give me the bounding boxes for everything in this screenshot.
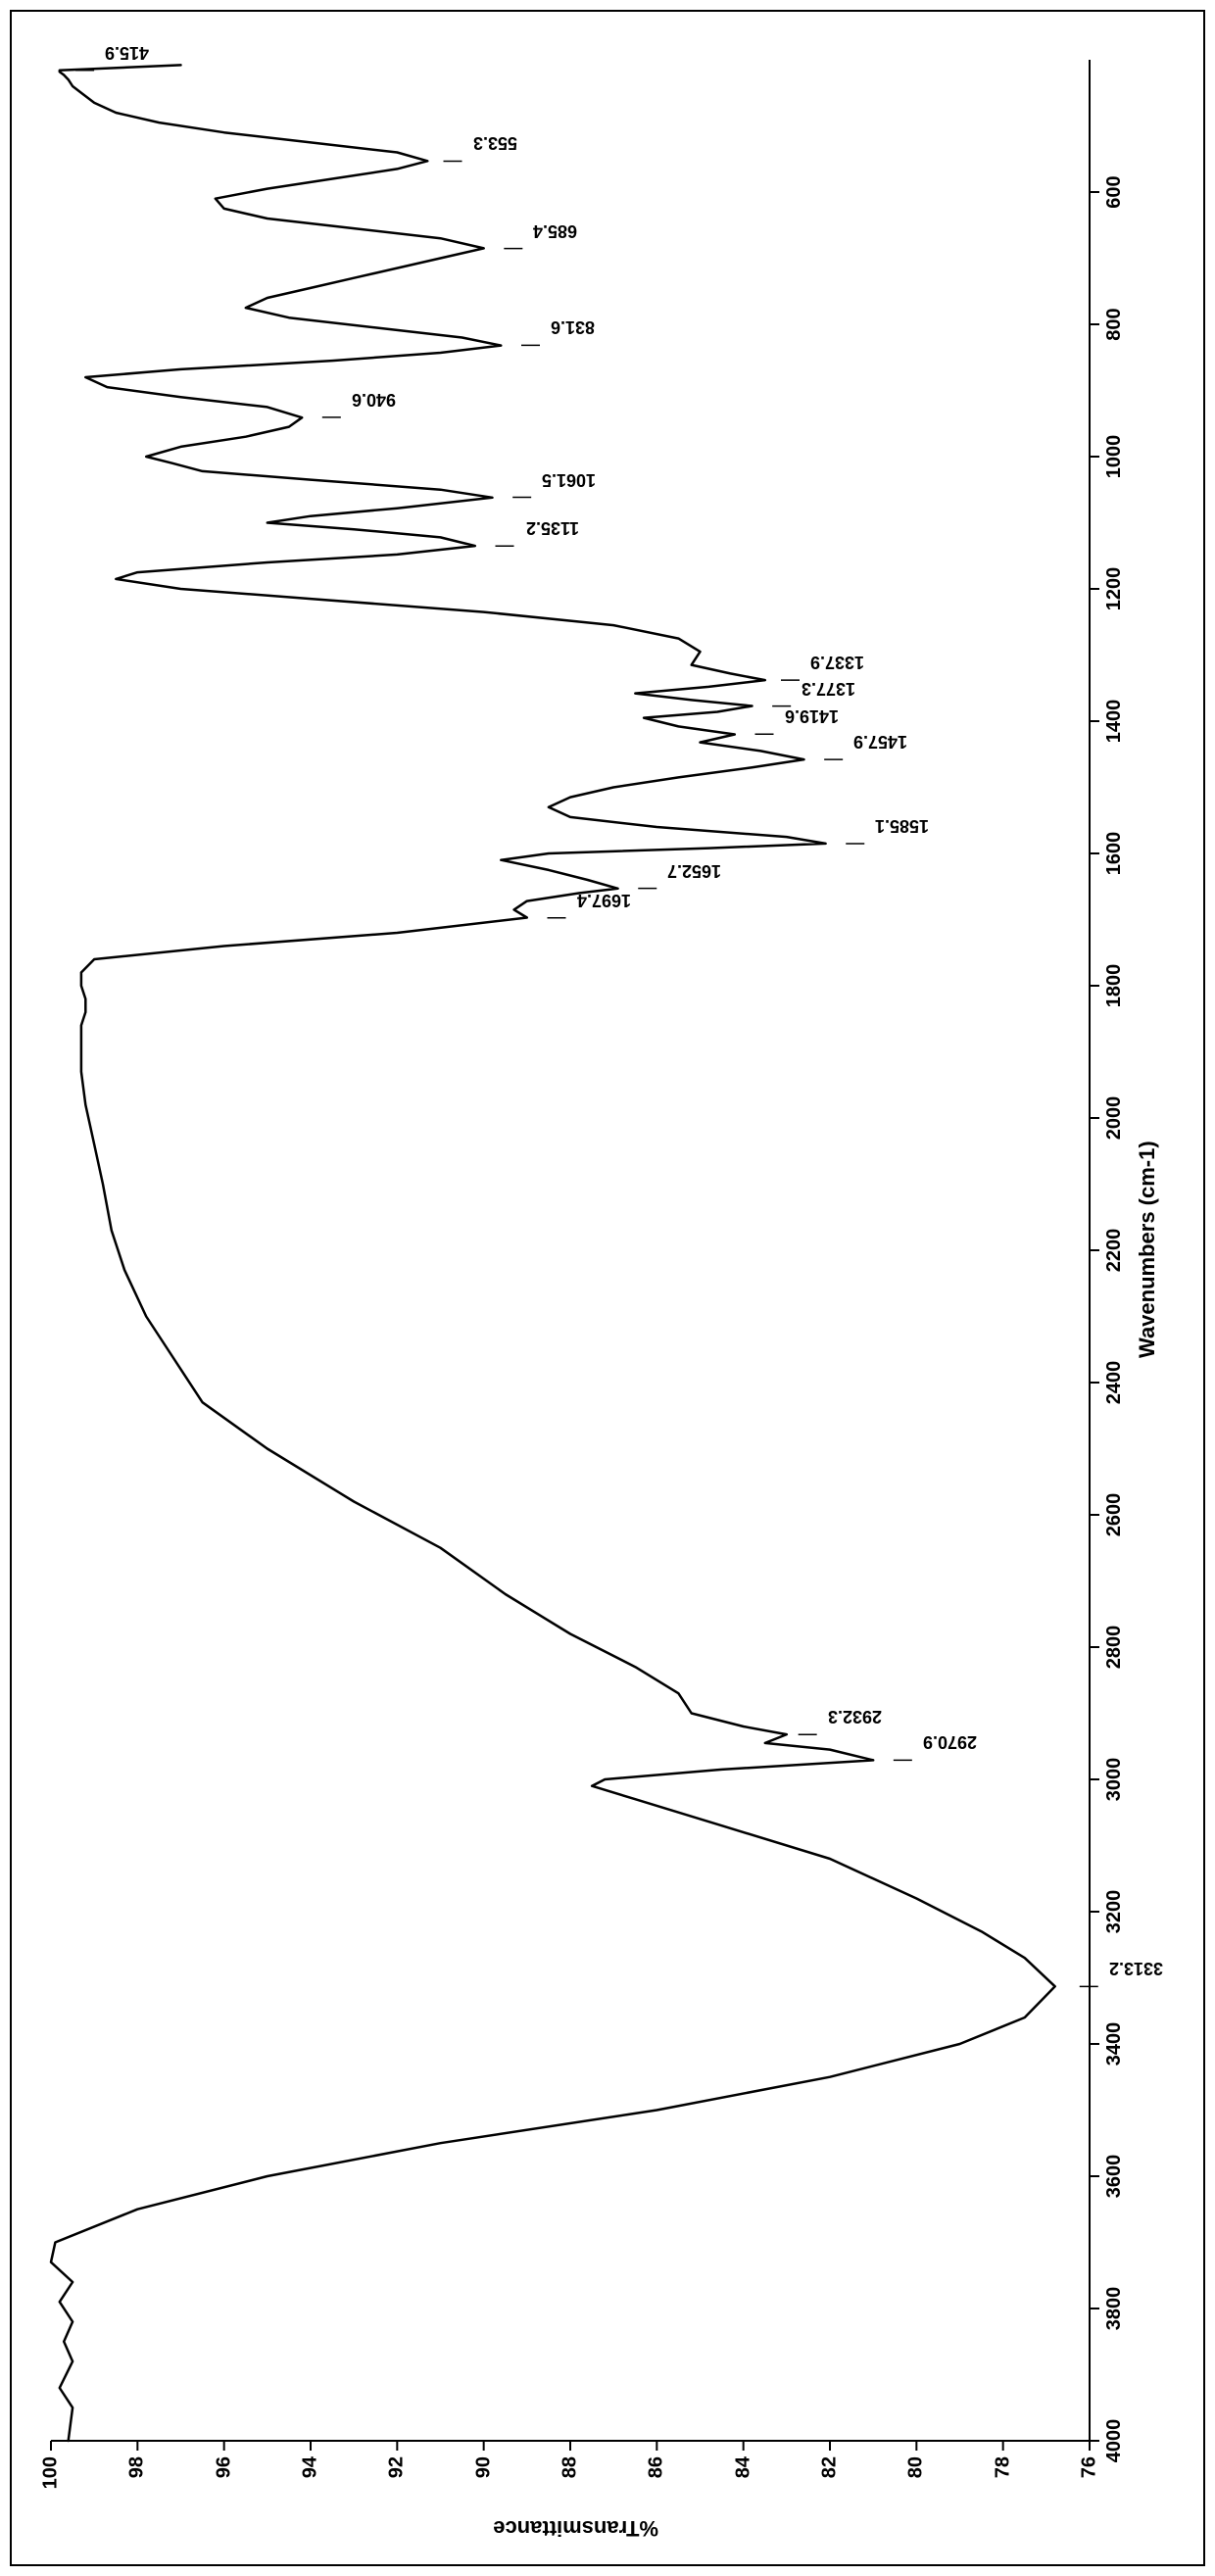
peak-label: 1652.7 <box>667 860 721 881</box>
x-tick-label: 4000 <box>1103 2419 1126 2463</box>
x-tick-label: 2400 <box>1103 1361 1126 1405</box>
plot-text-layer: 4000 3800 3600 3400 3200 3000 2800 2600 2400 2200… <box>12 12 1207 2568</box>
y-tick-label: 82 <box>819 2456 842 2500</box>
x-tick-label: 1600 <box>1103 832 1126 876</box>
y-tick-label: 96 <box>213 2456 235 2500</box>
x-tick-label: 600 <box>1103 175 1126 208</box>
peak-label: 3313.2 <box>1109 1958 1163 1978</box>
y-tick-label: 80 <box>905 2456 928 2500</box>
x-tick-label: 1200 <box>1103 567 1126 611</box>
y-tick-label: 76 <box>1079 2456 1101 2500</box>
y-tick-label: 98 <box>126 2456 149 2500</box>
y-tick-label: 88 <box>559 2456 582 2500</box>
peak-label: 1419.6 <box>784 705 838 726</box>
peak-label: 1457.9 <box>853 731 907 752</box>
peak-label: 1377.3 <box>802 678 855 699</box>
x-tick-label: 2200 <box>1103 1229 1126 1273</box>
peak-label: 1585.1 <box>875 815 929 836</box>
peak-label: 2932.3 <box>828 1706 882 1726</box>
peak-label: 1697.4 <box>576 890 630 910</box>
peak-label: 1337.9 <box>810 652 864 672</box>
peak-label: 940.6 <box>352 389 396 410</box>
peak-label: 1061.5 <box>542 469 596 490</box>
ir-spectrum-chart: 4000 3800 3600 3400 3200 3000 2800 2600 2400 2200… <box>12 12 1207 2568</box>
x-tick-label: 3000 <box>1103 1758 1126 1802</box>
peak-label: 415.9 <box>105 42 149 63</box>
x-tick-label: 3600 <box>1103 2155 1126 2199</box>
peak-label: 831.6 <box>551 316 595 337</box>
peak-label: 553.3 <box>472 132 516 153</box>
x-tick-label: 2800 <box>1103 1626 1126 1670</box>
x-tick-label: 1800 <box>1103 964 1126 1008</box>
y-tick-label: 94 <box>300 2456 322 2500</box>
y-tick-label: 86 <box>646 2456 668 2500</box>
peak-label: 2970.9 <box>923 1731 977 1752</box>
y-tick-label: 78 <box>992 2456 1014 2500</box>
y-tick-label: 100 <box>40 2456 63 2500</box>
x-axis-label: Wavenumbers (cm-1) <box>1135 1141 1160 1358</box>
x-tick-label: 3200 <box>1103 1890 1126 1934</box>
x-tick-label: 800 <box>1103 308 1126 340</box>
y-axis-label: %Transmittance <box>493 2515 658 2541</box>
y-tick-label: 90 <box>472 2456 495 2500</box>
x-tick-label: 3800 <box>1103 2287 1126 2331</box>
x-tick-label: 2600 <box>1103 1493 1126 1537</box>
x-tick-label: 2000 <box>1103 1096 1126 1141</box>
x-tick-label: 1400 <box>1103 700 1126 744</box>
x-tick-label: 3400 <box>1103 2022 1126 2066</box>
y-tick-label: 84 <box>732 2456 754 2500</box>
x-tick-label: 1000 <box>1103 435 1126 479</box>
peak-label: 685.4 <box>533 220 577 241</box>
chart-frame: 4000 3800 3600 3400 3200 3000 2800 2600 2400 2200… <box>10 10 1205 2566</box>
peak-label: 1135.2 <box>525 517 578 538</box>
y-tick-label: 92 <box>386 2456 409 2500</box>
